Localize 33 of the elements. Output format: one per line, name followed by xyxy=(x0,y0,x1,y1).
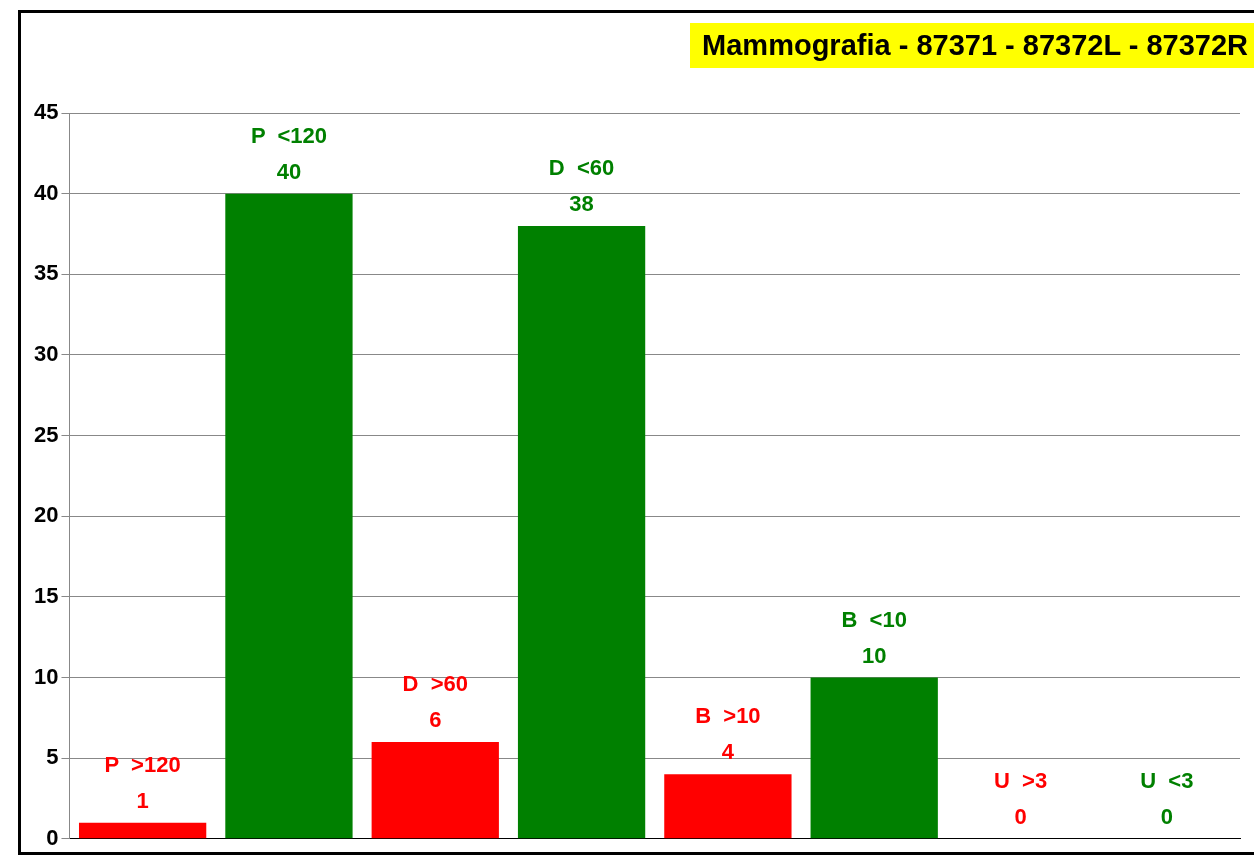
data-label: 6 xyxy=(429,707,442,733)
x-tick-label: D >60 xyxy=(402,671,468,697)
bar xyxy=(810,677,938,839)
y-tick-label: 40 xyxy=(33,179,59,205)
y-tick-label: 45 xyxy=(33,99,59,125)
x-tick-label: P <120 xyxy=(250,122,327,148)
x-tick-label: P >120 xyxy=(104,751,181,777)
data-label: 10 xyxy=(861,642,887,668)
data-label: 1 xyxy=(136,787,149,813)
y-tick-label: 35 xyxy=(33,260,59,286)
data-label: 0 xyxy=(1014,803,1027,829)
bar xyxy=(517,225,646,839)
y-tick-label: 10 xyxy=(33,663,59,689)
bar xyxy=(664,774,792,839)
data-label: 0 xyxy=(1160,803,1173,829)
data-label: 38 xyxy=(569,190,594,216)
y-tick-label: 0 xyxy=(46,824,59,850)
bar xyxy=(371,742,499,839)
x-tick-label: B >10 xyxy=(695,703,761,729)
y-tick-label: 5 xyxy=(46,744,59,770)
x-tick-label: U <3 xyxy=(1140,767,1194,793)
chart-title: Mammografia - 87371 - 87372L - 87372R xyxy=(690,23,1254,68)
bar xyxy=(225,193,353,839)
y-tick-label: 20 xyxy=(33,502,59,528)
x-tick-label: B <10 xyxy=(841,606,907,632)
x-tick-label: D <60 xyxy=(548,154,615,180)
y-tick-label: 25 xyxy=(33,421,59,447)
data-label: 4 xyxy=(721,739,735,765)
x-tick-label: U >3 xyxy=(993,767,1048,793)
data-label: 40 xyxy=(276,158,302,184)
y-tick-label: 15 xyxy=(33,582,59,608)
y-tick-label: 30 xyxy=(33,341,59,366)
bar xyxy=(78,822,207,839)
